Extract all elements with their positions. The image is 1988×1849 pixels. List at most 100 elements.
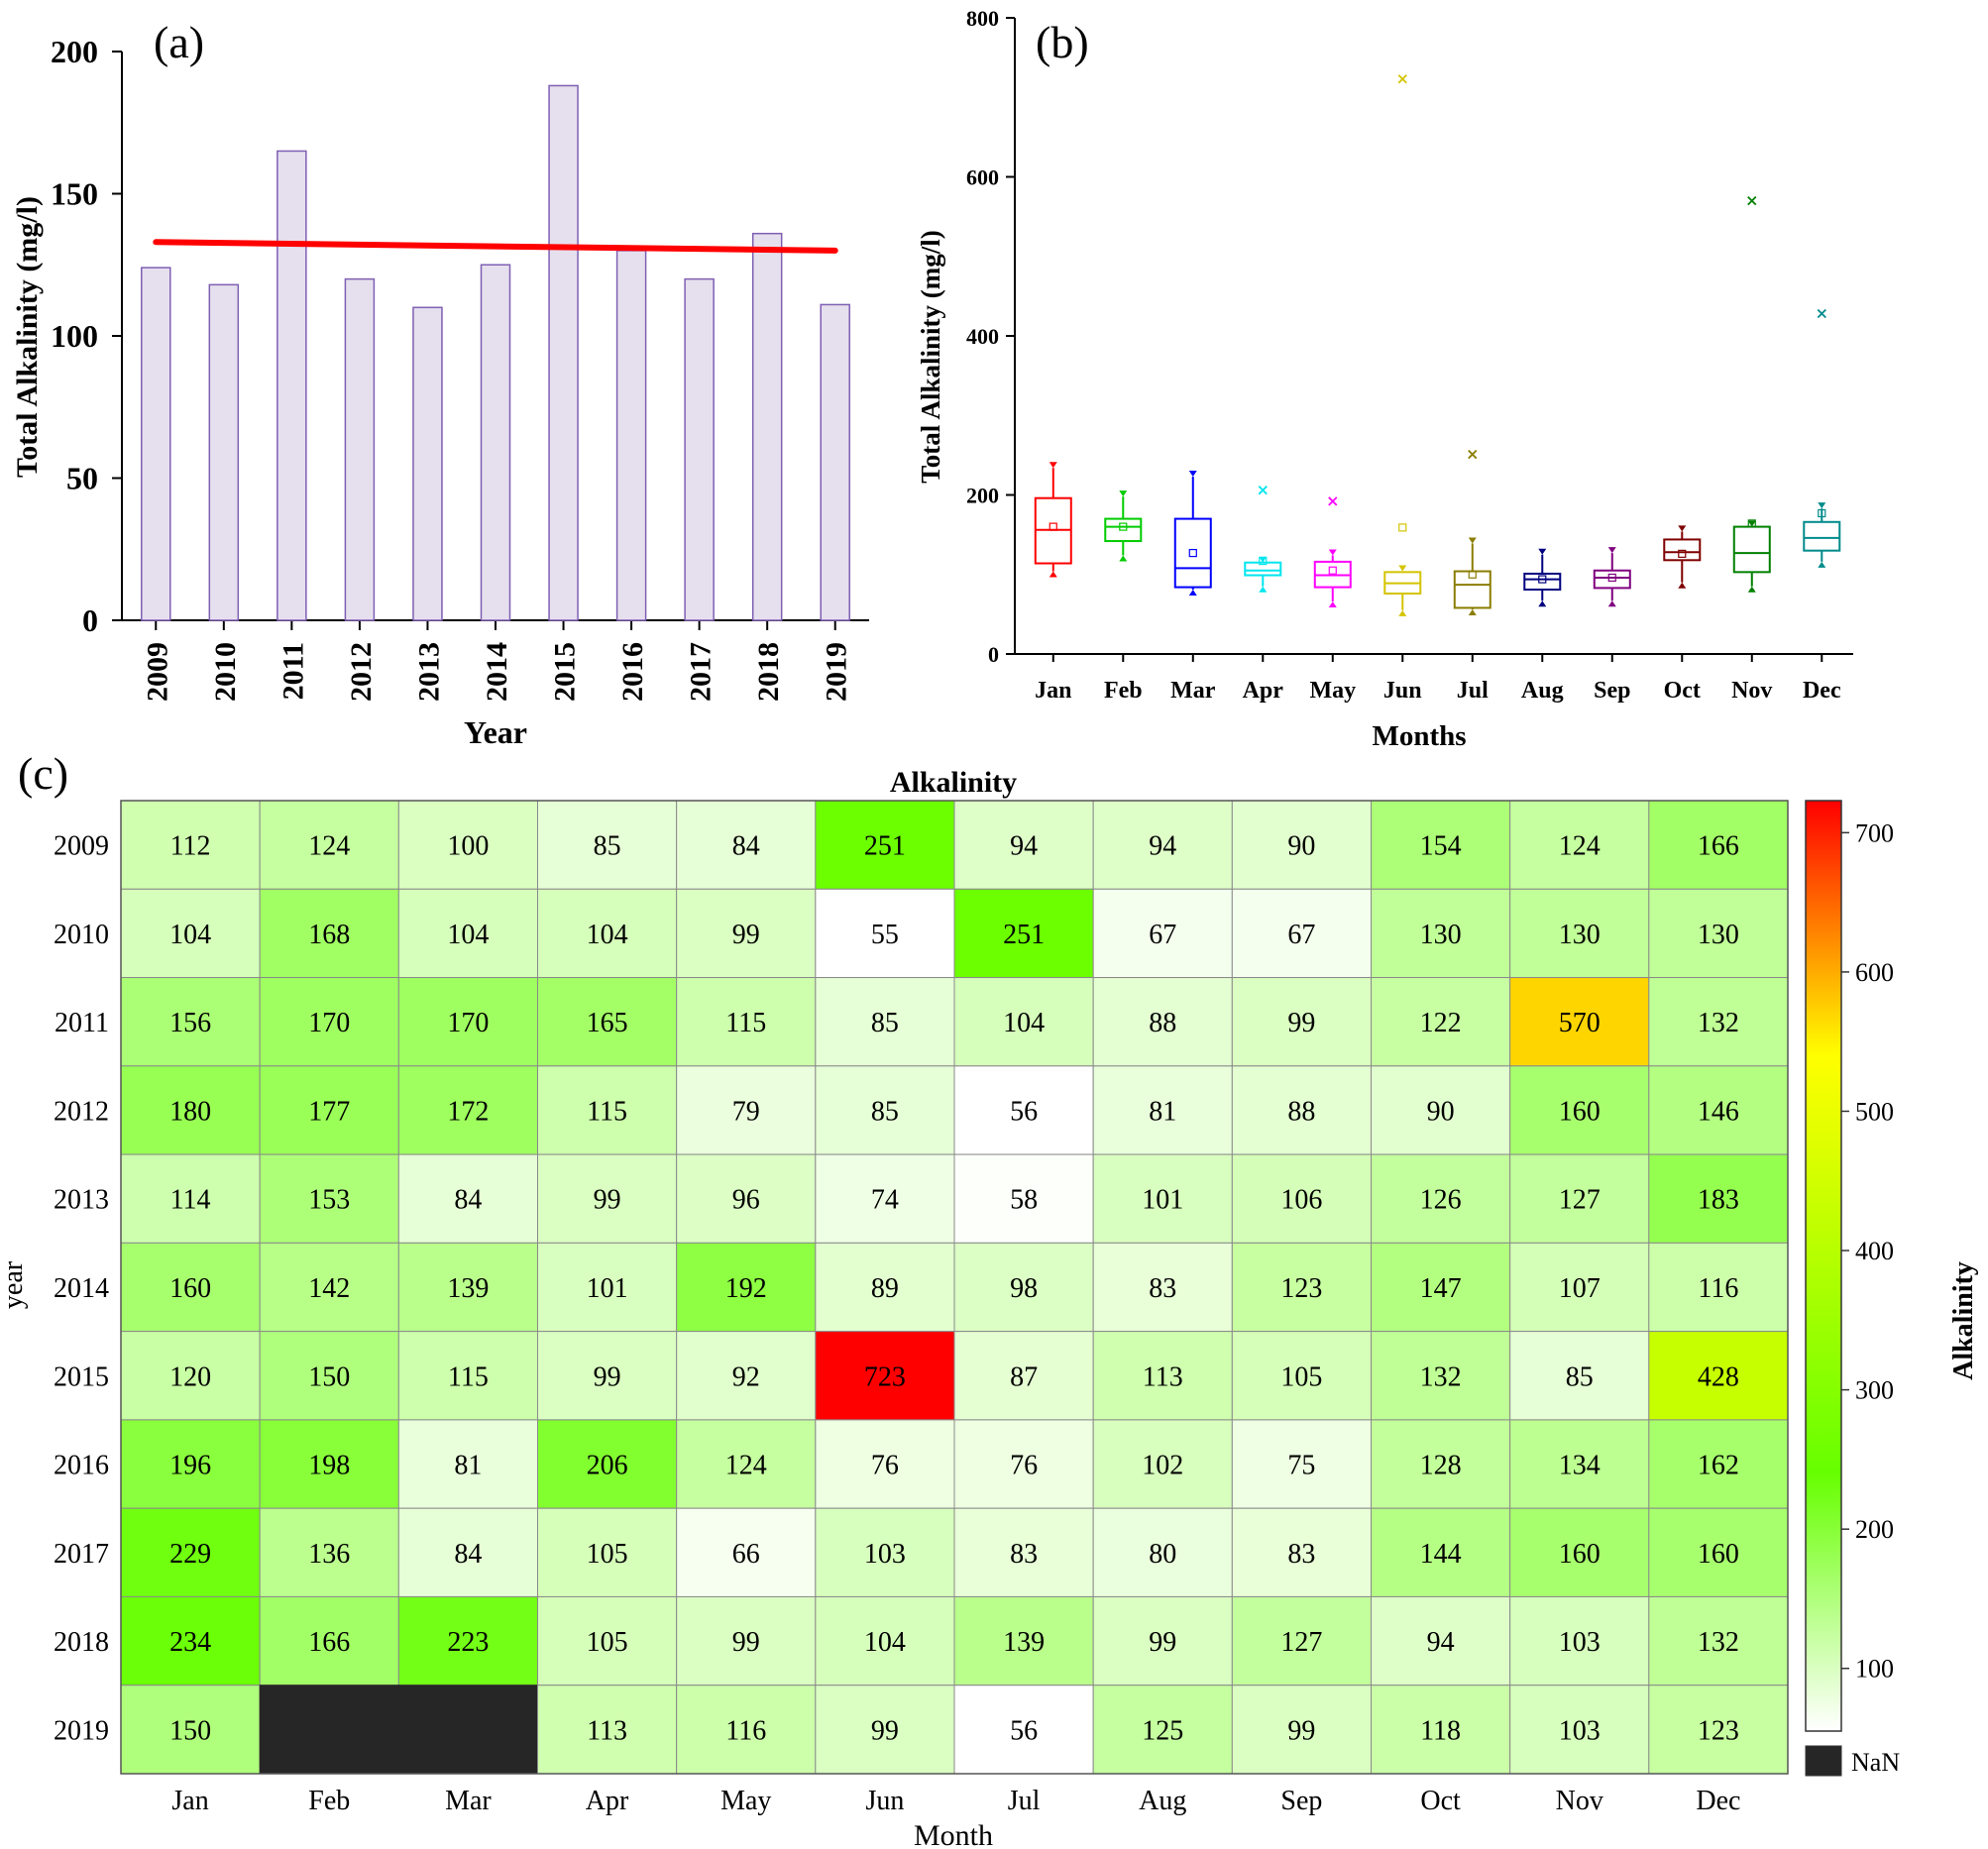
panel-b-min-marker [1119,555,1128,562]
heatmap-cell-value: 130 [1420,920,1462,950]
panel-b-min-marker [1538,600,1547,607]
heatmap-x-tick-label: Jan [171,1786,208,1816]
panel-a-x-tick-label: 2015 [549,642,582,702]
heatmap-cell-value: 85 [1566,1361,1594,1392]
panel-b-min-marker [1678,582,1687,589]
heatmap-cell [120,1242,261,1333]
heatmap-cell-value: 192 [725,1273,767,1304]
panel-b-box [1523,572,1562,591]
panel-a-x-axis-title: Year [464,714,527,750]
heatmap-cell [1648,800,1789,890]
heatmap-x-tick-label: Jun [865,1786,904,1816]
panel-b-y-axis-title: Total Alkalinity (mg/l) [916,230,945,484]
heatmap-cell-value: 87 [1010,1361,1038,1392]
panel-b-x-tick-label: Aug [1521,678,1564,704]
heatmap-cell [1371,1595,1511,1686]
heatmap-cell-value: 99 [732,1627,760,1658]
heatmap-cell-value: 172 [447,1096,489,1127]
heatmap-cell-value: 206 [587,1451,628,1481]
heatmap-cell [953,1507,1094,1597]
heatmap-cell-value: 99 [594,1361,621,1392]
panel-b-mean-marker [1818,508,1826,518]
heatmap-cell [953,1595,1094,1686]
heatmap-cell-value: 94 [1149,831,1176,862]
heatmap-cell [1231,1685,1373,1775]
heatmap-x-tick-label: Dec [1696,1786,1740,1816]
heatmap-cell [953,1242,1094,1333]
heatmap-cell [1648,1685,1789,1775]
panel-b-y-tick-label: 400 [966,324,999,349]
heatmap-cell [1371,1419,1511,1509]
panel-a-y-tick-label: 0 [82,602,98,638]
heatmap-cell [953,1153,1094,1244]
heatmap-cell [397,1419,539,1509]
panel-b-outlier-marker [1468,449,1478,460]
panel-b-y-tick-label: 600 [966,165,999,190]
panel-b-min-marker [1188,589,1197,596]
heatmap-y-tick-label: 2014 [54,1273,109,1304]
panel-c-title: Alkalinity [890,766,1017,799]
heatmap-cell-value: 115 [448,1361,489,1392]
heatmap-y-tick-label: 2017 [54,1539,109,1570]
panel-b-x-tick-label: Nov [1731,678,1772,704]
heatmap-cell-value: 118 [1420,1715,1461,1746]
heatmap-cell-value: 127 [1280,1627,1322,1658]
heatmap-cell-value: 107 [1559,1273,1601,1304]
heatmap-cell-value: 134 [1559,1451,1601,1481]
panel-b-x-tick-label: Sep [1594,678,1630,704]
heatmap-cell-value: 428 [1698,1361,1739,1392]
panel-a-bar [141,267,171,621]
heatmap-cell [1648,1331,1789,1421]
panel-b-mean-marker [1468,570,1477,579]
heatmap-cell [397,1153,539,1244]
heatmap-cell-value: 81 [1149,1096,1176,1127]
heatmap-cell-value: 132 [1698,1627,1739,1658]
heatmap-cell [537,1685,678,1775]
panel-b-min-marker [1049,571,1057,578]
heatmap-cell-value: 98 [1010,1273,1038,1304]
heatmap-y-tick-label: 2018 [54,1627,109,1658]
heatmap-cell-value: 136 [308,1539,350,1570]
panel-b-max-marker [1119,490,1128,497]
heatmap-cell [1509,1595,1650,1686]
heatmap-x-tick-label: Oct [1420,1786,1461,1816]
panel-b-x-tick-label: Dec [1803,678,1841,704]
heatmap-cell-value: 99 [732,920,760,950]
heatmap-cell-value: 104 [447,920,489,950]
panel-a-y-tick-label: 100 [51,318,98,354]
heatmap-cell-value: 120 [169,1361,211,1392]
heatmap-frame [120,800,1789,1775]
panel-b-box [1173,517,1212,589]
heatmap-cell [1648,1507,1789,1597]
panel-b-min-marker [1398,609,1407,616]
heatmap-y-tick-label: 2016 [54,1451,109,1481]
panel-a-bar [684,277,715,621]
panel-a-trend-line [153,239,838,254]
heatmap-cell [815,1507,955,1597]
panel-b-box-plot: (b) Total Alkalinity (mg/l) Months 0 200 4… [916,6,1853,752]
heatmap-cell-value: 85 [871,1096,899,1127]
heatmap-cell-value: 103 [864,1539,906,1570]
heatmap-cell [537,1331,678,1421]
heatmap-cell [1092,1153,1233,1244]
heatmap-x-tick-label: Sep [1280,1786,1322,1816]
heatmap-cell [537,1065,678,1155]
heatmap-cell [1371,1065,1511,1155]
panel-b-mean-marker [1538,575,1547,584]
heatmap-cell-value: 79 [732,1096,760,1127]
panel-b-label: (b) [1036,17,1089,67]
panel-b-max-marker [1468,537,1477,544]
colorbar-tick-label: 600 [1855,958,1894,987]
heatmap-cell [397,1242,539,1333]
heatmap-cell [397,1595,539,1686]
heatmap-cell [1092,1331,1233,1421]
panel-b-x-tick-label: May [1309,678,1356,704]
heatmap-cell-value: 81 [454,1451,482,1481]
panel-b-x-tick-label: Jan [1035,678,1071,704]
heatmap-cell [1231,1419,1373,1509]
heatmap-cell [1648,1153,1789,1244]
heatmap-cell [1092,888,1233,979]
heatmap-cell-value: 101 [587,1273,628,1304]
panel-a-bar [276,150,307,621]
